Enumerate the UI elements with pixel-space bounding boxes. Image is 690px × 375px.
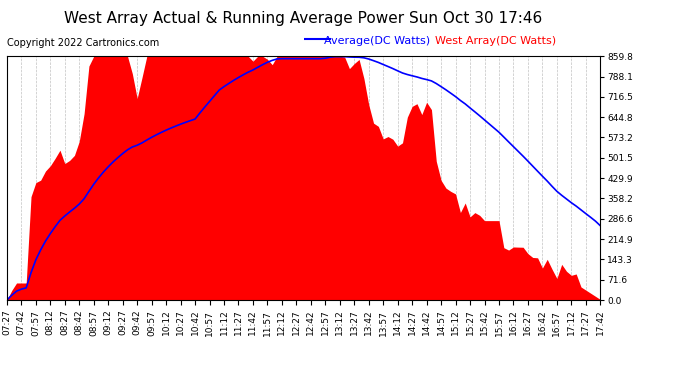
Text: Copyright 2022 Cartronics.com: Copyright 2022 Cartronics.com bbox=[7, 38, 159, 48]
Text: West Array Actual & Running Average Power Sun Oct 30 17:46: West Array Actual & Running Average Powe… bbox=[64, 11, 543, 26]
Text: West Array(DC Watts): West Array(DC Watts) bbox=[435, 36, 556, 46]
Text: Average(DC Watts): Average(DC Watts) bbox=[324, 36, 431, 46]
